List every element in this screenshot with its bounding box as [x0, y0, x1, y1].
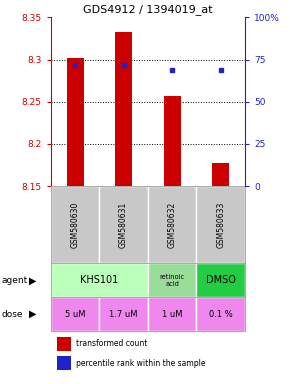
Text: 0.1 %: 0.1 % [209, 310, 233, 319]
Bar [196, 186, 245, 263]
Bar [51, 263, 148, 297]
Bar [148, 263, 196, 297]
Text: DMSO: DMSO [206, 275, 236, 285]
Text: 1.7 uM: 1.7 uM [109, 310, 138, 319]
Bar [115, 33, 132, 186]
Bar [148, 297, 196, 331]
Text: 1 uM: 1 uM [162, 310, 182, 319]
Bar [51, 297, 99, 331]
Title: GDS4912 / 1394019_at: GDS4912 / 1394019_at [83, 4, 213, 15]
Text: percentile rank within the sample: percentile rank within the sample [76, 359, 206, 367]
Text: 5 uM: 5 uM [65, 310, 85, 319]
Bar [99, 297, 148, 331]
Text: transformed count: transformed count [76, 339, 147, 348]
Bar [196, 263, 245, 297]
Text: GSM580632: GSM580632 [168, 202, 177, 248]
Text: ▶: ▶ [29, 275, 37, 285]
Text: GSM580631: GSM580631 [119, 202, 128, 248]
Text: dose: dose [1, 310, 23, 319]
Text: retinoic
acid: retinoic acid [160, 274, 185, 287]
Text: GSM580633: GSM580633 [216, 202, 225, 248]
Bar [164, 96, 181, 186]
Bar [212, 162, 229, 186]
Bar [196, 297, 245, 331]
Bar [66, 58, 84, 186]
Bar [57, 337, 71, 351]
Text: KHS101: KHS101 [80, 275, 118, 285]
Text: ▶: ▶ [29, 309, 37, 319]
Bar [51, 186, 99, 263]
Bar [99, 186, 148, 263]
Bar [57, 356, 71, 370]
Text: GSM580630: GSM580630 [70, 202, 79, 248]
Bar [148, 186, 196, 263]
Text: agent: agent [1, 276, 28, 285]
